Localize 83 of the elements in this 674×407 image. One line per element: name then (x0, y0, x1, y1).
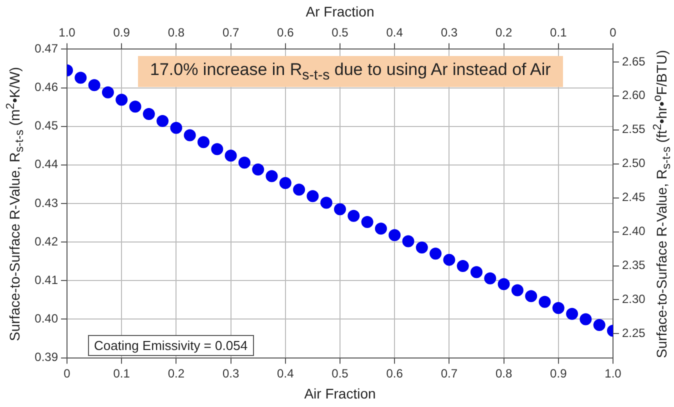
x2-tick-label: 0.2 (495, 25, 512, 40)
point (443, 254, 456, 266)
point (88, 79, 100, 92)
point (293, 184, 306, 196)
y2-tick-label: 2.60 (622, 88, 646, 102)
point (238, 156, 250, 169)
y-tick-label: 0.39 (34, 350, 58, 364)
x-tick-label: 0.7 (440, 366, 458, 380)
point (538, 296, 551, 308)
x2-tick-label: 0.4 (386, 25, 404, 40)
x-tick-label: 0.5 (332, 366, 349, 380)
point (334, 203, 346, 216)
x2-tick-label: 0.5 (332, 25, 349, 40)
point (430, 248, 442, 260)
point (266, 170, 278, 182)
x-tick-label: 0 (64, 366, 71, 380)
point (511, 284, 524, 296)
y2-tick-label: 2.40 (622, 224, 646, 238)
point (416, 241, 428, 254)
x-tick-label: 0.6 (386, 366, 404, 380)
point (252, 164, 264, 176)
point (456, 260, 469, 272)
y2-tick-label: 2.30 (622, 292, 646, 306)
x-tick-label: 0.1 (113, 366, 130, 380)
y-tick-label: 0.47 (34, 42, 58, 56)
point (525, 290, 538, 302)
point (388, 229, 401, 242)
point (566, 308, 578, 320)
x-tick-label: 0.3 (222, 366, 240, 380)
x2-tick-label: 0 (610, 25, 617, 40)
point (184, 129, 196, 142)
point (129, 100, 142, 113)
point (320, 196, 332, 209)
x2-tick-label: 0.6 (277, 25, 294, 40)
x2-tick-label: 0.8 (168, 25, 185, 40)
point (484, 272, 496, 284)
point (102, 86, 114, 98)
y2-tick-label: 2.25 (622, 326, 646, 340)
y-tick-label: 0.40 (34, 312, 58, 326)
point (74, 72, 87, 84)
annotation: 17.0% increase in R$_{s-t-s}$ due to using Ar instead of Air (138, 56, 563, 88)
y2-tick-label: 2.50 (622, 156, 646, 170)
point (306, 190, 319, 202)
point (211, 143, 224, 156)
y2-tick-label: 2.55 (622, 122, 646, 136)
point (142, 108, 155, 120)
y-tick-label: 0.42 (34, 234, 58, 248)
point (498, 278, 510, 290)
x-axis-title: Air Fraction (304, 385, 376, 402)
x2-tick-label: 0.9 (113, 25, 130, 40)
point (279, 177, 292, 190)
y-tick-label: 0.46 (34, 80, 58, 94)
point (116, 94, 128, 106)
y-tick-label: 0.44 (34, 157, 58, 172)
point (580, 313, 592, 326)
point (348, 210, 360, 222)
x-tick-label: 0.4 (277, 366, 294, 380)
annotation: Coating Emissivity = 0.054 (88, 335, 254, 356)
point (593, 319, 606, 332)
x2-tick-label: 0.1 (550, 25, 568, 40)
point (156, 114, 169, 127)
point (552, 302, 564, 314)
point (198, 136, 210, 148)
x-tick-label: 1.0 (604, 366, 622, 380)
point (374, 222, 387, 235)
y2-tick-label: 2.45 (622, 190, 646, 204)
x2-tick-label: 0.3 (440, 25, 458, 40)
y-tick-label: 0.41 (34, 272, 58, 287)
point (402, 235, 414, 248)
x2-axis-title: Ar Fraction (306, 3, 374, 20)
point (170, 122, 182, 134)
x-tick-label: 0.2 (168, 366, 185, 380)
x-tick-label: 0.9 (550, 366, 568, 380)
x-tick-label: 0.8 (495, 366, 512, 380)
y2-tick-label: 2.65 (622, 54, 646, 68)
y2-tick-label: 2.35 (622, 258, 646, 272)
y-tick-label: 0.45 (34, 118, 58, 133)
y-tick-label: 0.43 (34, 196, 58, 210)
x2-tick-label: 0.7 (222, 25, 240, 40)
point (470, 266, 482, 278)
point (224, 150, 237, 162)
point (361, 216, 374, 228)
x2-tick-label: 1.0 (58, 25, 76, 40)
